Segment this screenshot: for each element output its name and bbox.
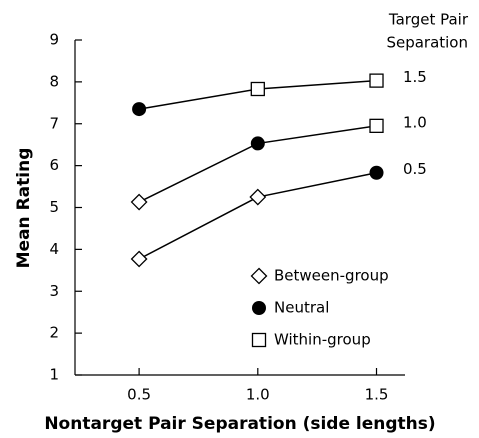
series-label: 1.0 — [403, 113, 427, 131]
x-tick-label: 1.0 — [246, 386, 270, 404]
legend-label: Neutral — [274, 299, 329, 317]
series-label: 1.5 — [403, 68, 427, 86]
legend-label: Between-group — [274, 267, 389, 285]
y-tick-label: 8 — [49, 72, 59, 90]
legend-title: Separation — [386, 34, 468, 52]
x-tick-label: 0.5 — [127, 386, 151, 404]
marker — [130, 250, 148, 268]
marker — [250, 136, 265, 151]
y-tick-label: 3 — [49, 282, 59, 300]
series-line — [138, 172, 377, 260]
y-axis-title: Mean Rating — [14, 148, 34, 269]
marker — [132, 102, 147, 117]
marker — [250, 81, 265, 97]
marker — [252, 301, 266, 315]
marker — [130, 193, 148, 211]
legend-label: Within-group — [274, 331, 371, 349]
x-tick-label: 1.5 — [365, 386, 389, 404]
y-tick-label: 9 — [49, 31, 59, 49]
series-label: 0.5 — [403, 160, 427, 178]
y-tick-label: 7 — [49, 114, 59, 132]
y-tick-label: 1 — [49, 366, 59, 384]
legend-title: Target Pair — [388, 11, 469, 29]
marker — [249, 188, 267, 206]
marker — [250, 267, 268, 285]
marker — [369, 165, 384, 180]
marker — [369, 73, 384, 88]
y-tick-label: 6 — [49, 156, 59, 174]
y-tick-label: 2 — [49, 324, 59, 342]
marker — [251, 332, 267, 348]
y-tick-label: 5 — [49, 198, 59, 216]
x-axis-title: Nontarget Pair Separation (side lengths) — [44, 414, 435, 434]
marker — [369, 118, 384, 133]
y-tick-label: 4 — [49, 240, 59, 258]
